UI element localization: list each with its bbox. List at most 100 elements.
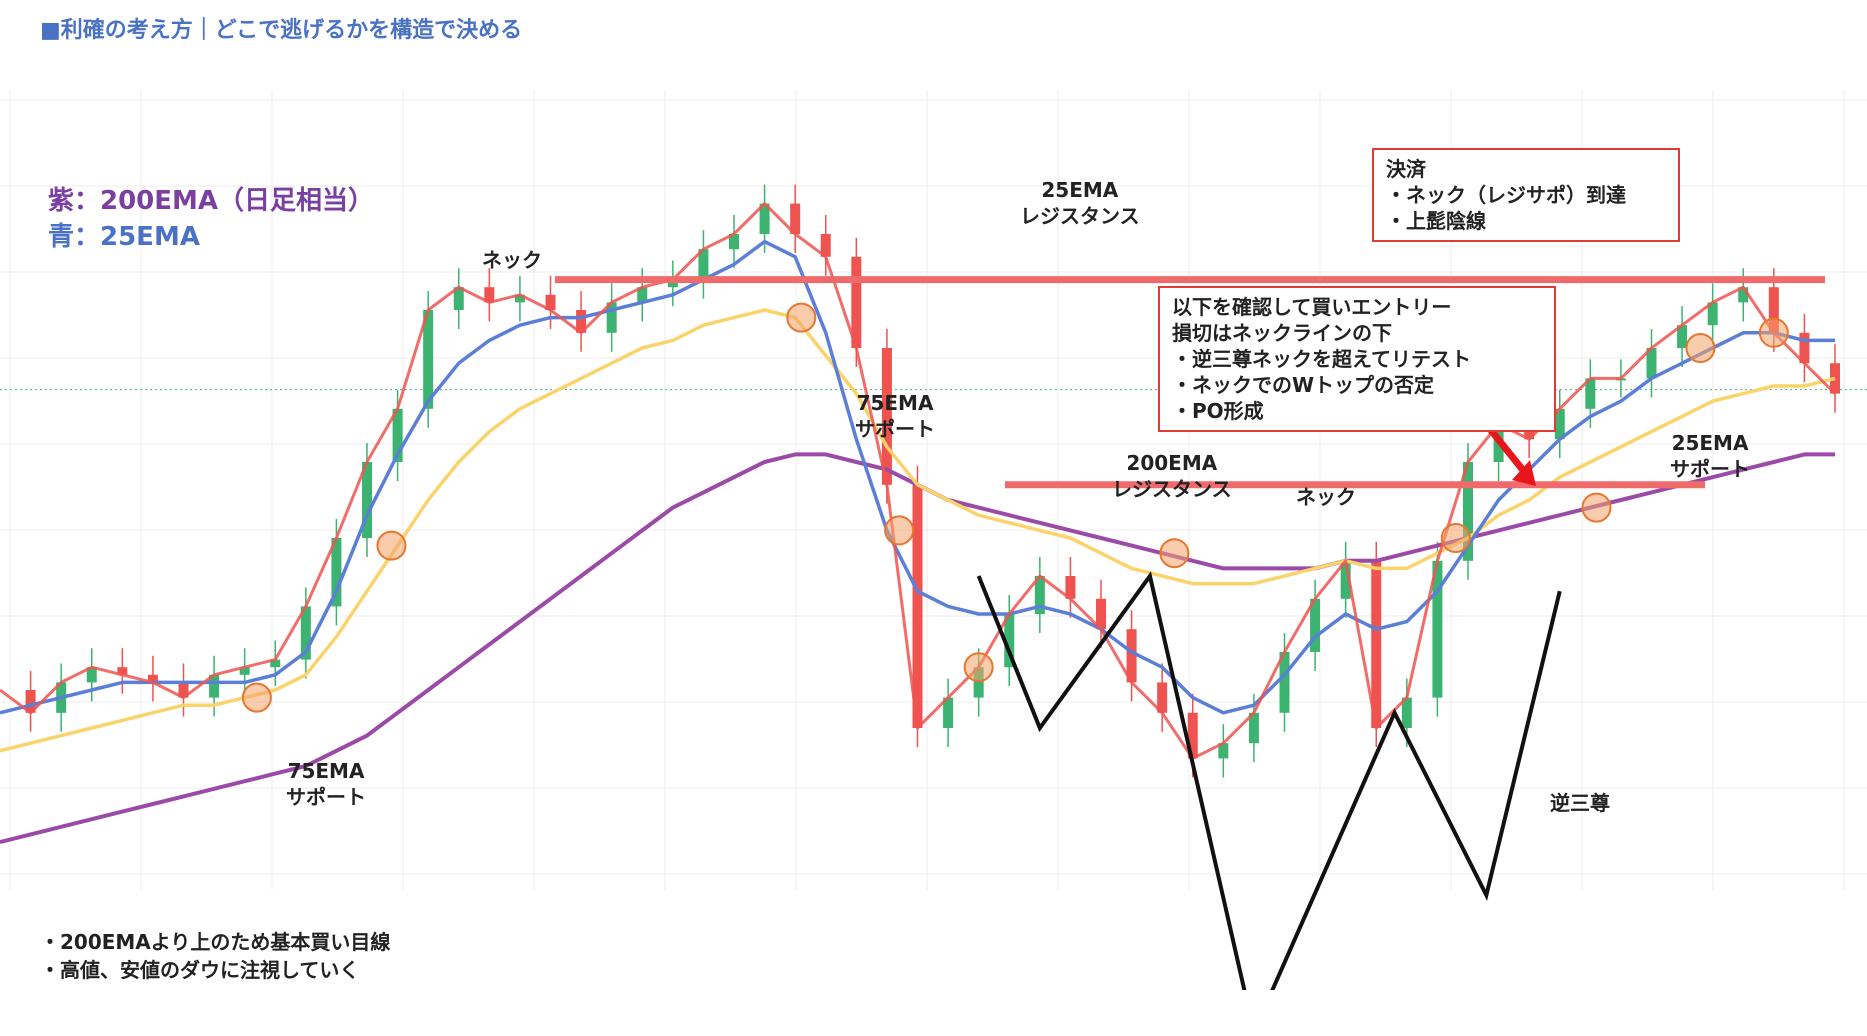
inverse-head-shoulders-pattern — [976, 571, 1562, 990]
candle-body — [606, 302, 617, 333]
ema75-line — [0, 308, 1836, 753]
candle-body — [820, 234, 831, 257]
candle-body — [759, 203, 770, 234]
candle-body — [1799, 332, 1810, 364]
candle-body — [1585, 378, 1596, 409]
candle-body — [239, 667, 250, 675]
candle-body — [1432, 560, 1443, 698]
neck-lower-label: ネック — [1296, 485, 1356, 509]
ema75-support-label-2-line2: サポート — [855, 417, 935, 441]
entry-rule-line: 以下を確認して買いエントリー — [1172, 295, 1452, 319]
touch-marker — [963, 652, 994, 683]
candle-body — [331, 538, 342, 607]
candle-body — [1096, 598, 1106, 630]
candle-body — [1707, 302, 1718, 326]
entry-rule-line: 損切はネックラインの下 — [1172, 321, 1392, 345]
candle-body — [1218, 743, 1229, 759]
touch-marker — [1685, 333, 1716, 363]
candle-body — [392, 408, 403, 462]
candle-body — [912, 484, 923, 728]
candle-body — [1279, 652, 1290, 713]
candle-body — [1677, 325, 1688, 348]
candle-body — [637, 287, 648, 303]
candle-body — [698, 249, 709, 280]
ema25-resistance-label-line2: レジスタンス — [1020, 204, 1140, 228]
ema75-support-label-1-line1: 75EMA — [287, 759, 365, 783]
candle-body — [1738, 287, 1749, 303]
candle-body — [576, 310, 587, 333]
candle-body — [1248, 712, 1259, 744]
legend-ema25: 青：25EMA — [48, 222, 200, 252]
ema25-support-label-line2: サポート — [1670, 457, 1750, 481]
touch-marker — [1440, 523, 1471, 553]
candle-body — [1401, 697, 1412, 728]
entry-rules-box: 以下を確認して買いエントリー 損切はネックラインの下 ・逆三尊ネックを超えてリテ… — [1158, 286, 1556, 432]
ema25-resistance-label-line1: 25EMA — [1041, 178, 1119, 202]
ema75-support-label-1: 75EMA サポート — [286, 758, 366, 810]
candle-body — [178, 682, 189, 698]
ema200-resistance-label: 200EMA レジスタンス — [1112, 450, 1232, 502]
candle-body — [667, 279, 678, 288]
candle-body — [453, 287, 464, 310]
touch-marker — [1159, 538, 1190, 569]
inverse-head-shoulders-label: 逆三尊 — [1550, 791, 1610, 815]
ema75-support-label-1-line2: サポート — [286, 785, 366, 809]
candle-body — [1340, 560, 1351, 599]
entry-rule-line: ・ネックでのWトップの否定 — [1172, 373, 1435, 397]
candle-body — [86, 667, 97, 683]
notes: ・200EMAより上のため基本買い目線 ・高値、安値のダウに注視していく — [40, 928, 390, 984]
candle-body — [1310, 598, 1321, 652]
touch-marker — [884, 515, 915, 546]
candle-body — [545, 294, 556, 310]
ema25-support-label: 25EMA サポート — [1670, 430, 1750, 482]
touch-marker — [1581, 492, 1612, 523]
candle-body — [209, 674, 220, 698]
touch-marker — [376, 530, 407, 561]
price-line — [0, 202, 1837, 760]
legend-ema200: 紫：200EMA（日足相当） — [48, 186, 375, 216]
chart-annotations — [241, 276, 1825, 990]
exit-rule-line: ・ネック（レジサポ）到達 — [1386, 183, 1626, 207]
touch-marker — [241, 682, 272, 713]
ema75-support-label-2: 75EMA サポート — [855, 390, 935, 442]
neck-upper-label: ネック — [482, 248, 542, 272]
entry-rule-line: ・逆三尊ネックを超えてリテスト — [1172, 347, 1471, 371]
candle-body — [729, 234, 739, 250]
exit-rules-box: 決済 ・ネック（レジサポ）到達 ・上髭陰線 — [1372, 148, 1680, 242]
candle-body — [1371, 560, 1382, 728]
note-line: ・高値、安値のダウに注視していく — [40, 958, 360, 982]
note-line: ・200EMAより上のため基本買い目線 — [40, 930, 391, 954]
candle-body — [1034, 576, 1045, 614]
candle-body — [1157, 682, 1168, 713]
exit-rule-line: ・上髭陰線 — [1386, 209, 1486, 233]
candle-body — [1065, 576, 1076, 599]
exit-rule-line: 決済 — [1386, 157, 1426, 181]
ema200-resistance-label-line2: レジスタンス — [1112, 477, 1232, 501]
candle-body — [1463, 462, 1473, 561]
candle-body — [1187, 712, 1198, 759]
candle-body — [25, 690, 36, 713]
ema75-support-label-2-line1: 75EMA — [856, 391, 934, 415]
price-chart — [0, 90, 1867, 990]
candle-body — [1004, 614, 1015, 668]
candle-body — [423, 310, 434, 409]
candle-body — [790, 203, 801, 234]
candle-body — [117, 667, 128, 675]
candle-body — [1646, 348, 1657, 379]
candle-body — [881, 348, 892, 485]
touch-marker — [786, 302, 817, 333]
candle-body — [943, 697, 954, 728]
page-title: ■利確の考え方｜どこで逃げるかを構造で決める — [40, 18, 523, 43]
candle-body — [1768, 287, 1779, 333]
touch-marker — [1758, 317, 1789, 348]
candle-body — [1554, 408, 1565, 440]
candle-body — [484, 287, 495, 303]
chart-series — [0, 184, 1840, 844]
entry-arrow-head — [1512, 460, 1536, 486]
candle-body — [270, 659, 281, 668]
entry-rule-line: ・PO形成 — [1172, 399, 1264, 423]
candle-body — [147, 674, 158, 683]
candle-body — [300, 606, 311, 660]
candle-body — [851, 256, 862, 348]
candle-body — [514, 294, 525, 303]
